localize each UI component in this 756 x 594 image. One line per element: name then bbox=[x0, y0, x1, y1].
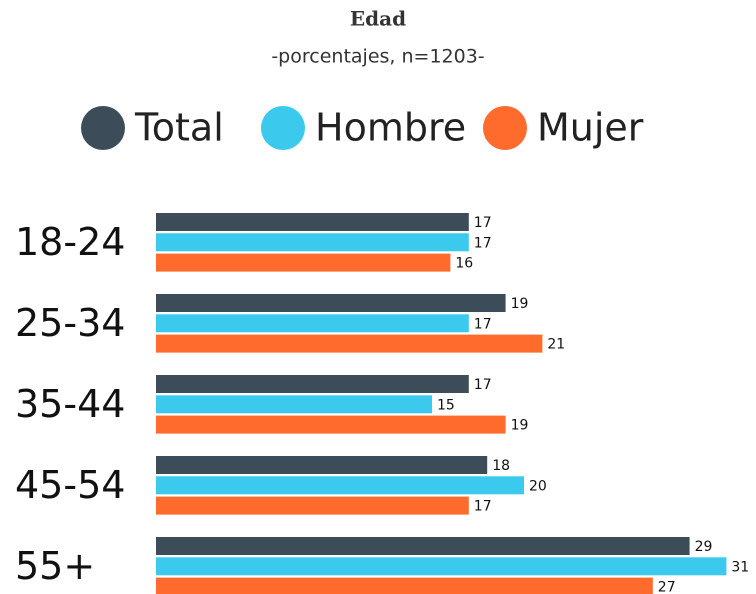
category-label: 55+ bbox=[15, 544, 95, 588]
value-label: 19 bbox=[511, 418, 529, 434]
value-label: 27 bbox=[658, 580, 676, 594]
legend-swatch bbox=[483, 106, 527, 150]
legend-label: Mujer bbox=[537, 106, 644, 150]
legend-label: Hombre bbox=[315, 106, 466, 150]
value-label: 29 bbox=[695, 539, 713, 555]
bar bbox=[156, 314, 469, 333]
bar bbox=[156, 557, 727, 576]
bar bbox=[156, 456, 488, 474]
category-label: 45-54 bbox=[15, 463, 125, 507]
bar bbox=[156, 577, 653, 594]
value-label: 17 bbox=[474, 377, 492, 393]
category-label: 18-24 bbox=[15, 220, 125, 264]
value-label: 21 bbox=[547, 337, 565, 353]
bar bbox=[156, 213, 469, 231]
bar bbox=[156, 415, 506, 434]
value-label: 15 bbox=[437, 397, 455, 413]
bar bbox=[156, 476, 524, 495]
bar bbox=[156, 395, 432, 414]
bar bbox=[156, 537, 690, 555]
bar bbox=[156, 294, 506, 312]
value-label: 31 bbox=[731, 559, 749, 575]
value-label: 17 bbox=[474, 235, 492, 251]
legend-swatch bbox=[261, 106, 305, 150]
legend-swatch bbox=[81, 106, 125, 150]
value-label: 18 bbox=[492, 458, 510, 474]
value-label: 17 bbox=[474, 215, 492, 231]
value-label: 20 bbox=[529, 478, 547, 494]
bar bbox=[156, 334, 543, 353]
chart-subtitle: -porcentajes, n=1203- bbox=[271, 46, 484, 68]
category-label: 25-34 bbox=[15, 301, 125, 345]
bar bbox=[156, 375, 469, 393]
value-label: 19 bbox=[511, 296, 529, 312]
value-label: 16 bbox=[455, 256, 473, 272]
value-label: 17 bbox=[474, 499, 492, 515]
category-label: 35-44 bbox=[15, 382, 125, 426]
bar bbox=[156, 496, 469, 515]
legend-label: Total bbox=[134, 106, 224, 150]
value-label: 17 bbox=[474, 316, 492, 332]
chart-title: Edad bbox=[350, 7, 406, 31]
bar bbox=[156, 233, 469, 252]
bar bbox=[156, 253, 451, 272]
